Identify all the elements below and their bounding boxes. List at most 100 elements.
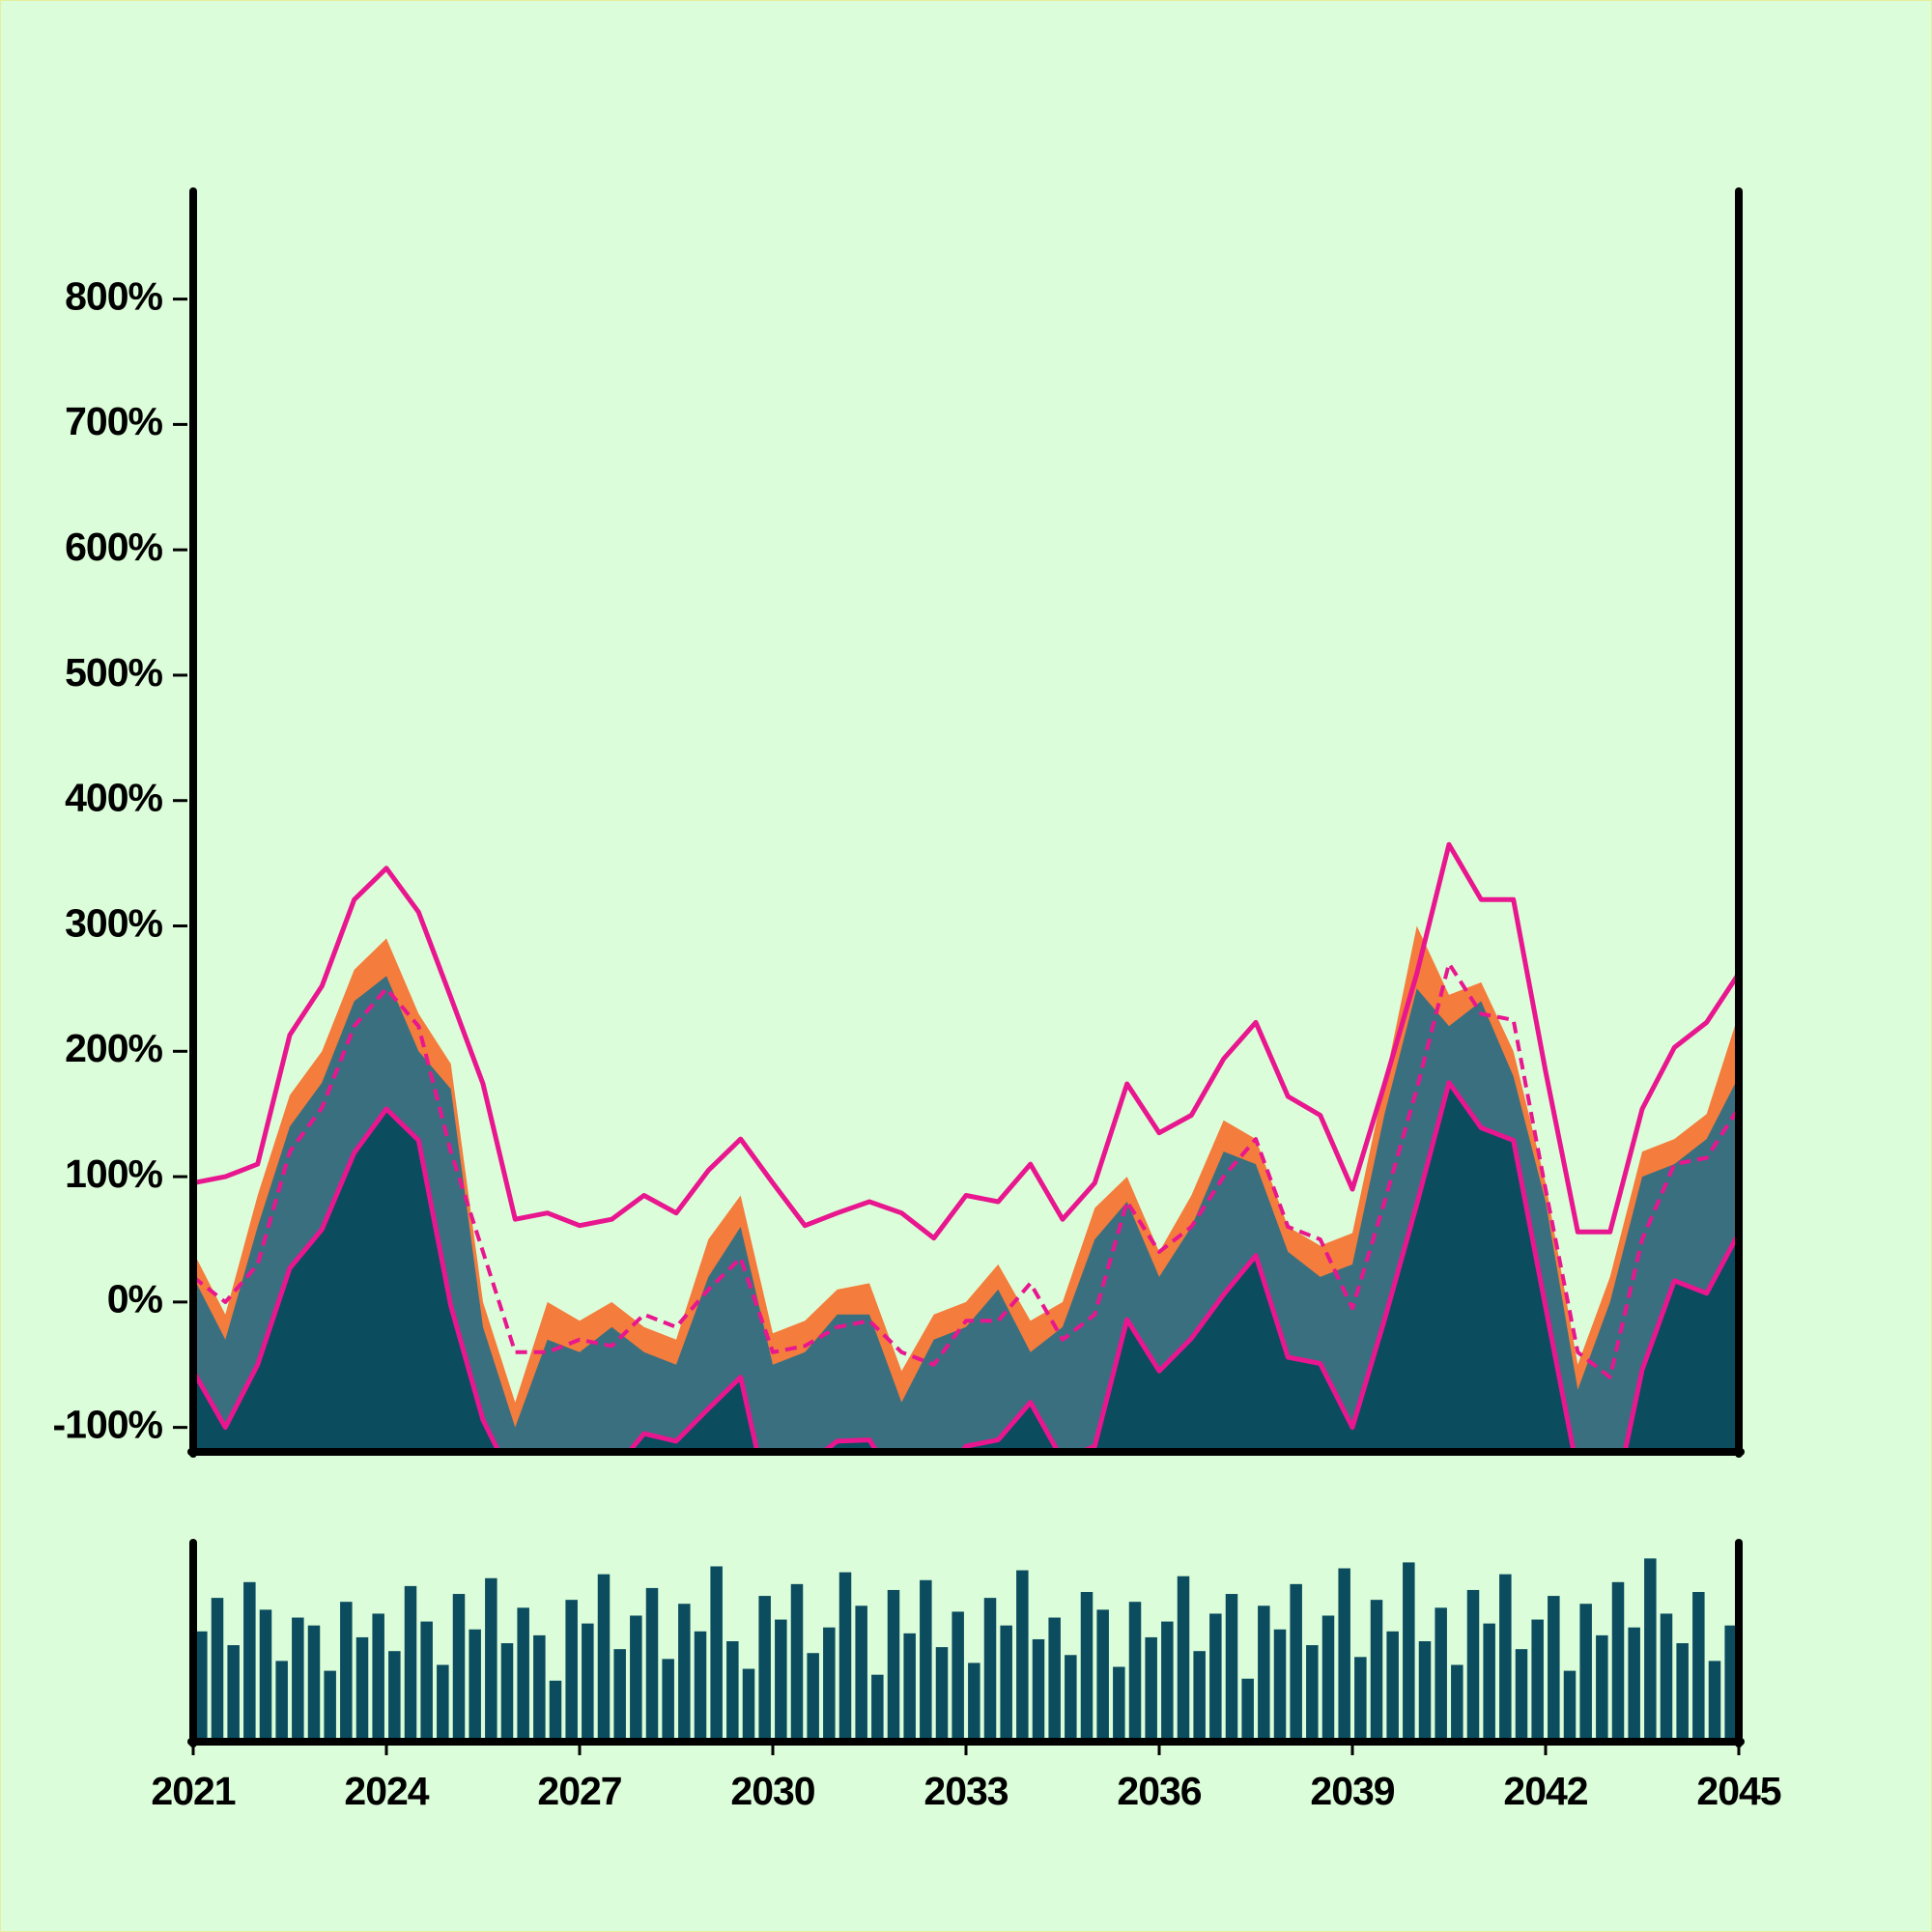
volume-bar <box>1209 1613 1222 1740</box>
band-line <box>193 1080 1739 1450</box>
volume-bar <box>1128 1602 1142 1740</box>
volume-area <box>195 1558 1737 1740</box>
volume-bar <box>1321 1615 1335 1740</box>
volume-bar <box>1435 1607 1447 1740</box>
volume-bar <box>324 1670 336 1740</box>
volume-bar <box>1548 1596 1560 1740</box>
volume-bar <box>613 1649 626 1740</box>
x-tick-label: 2033 <box>923 1769 1008 1813</box>
volume-bar <box>1403 1562 1415 1740</box>
volume-bar <box>1611 1581 1625 1740</box>
volume-bar <box>1354 1657 1367 1740</box>
y-tick-label: 200% <box>65 1026 162 1070</box>
volume-bar <box>355 1636 369 1740</box>
volume-bar <box>903 1633 916 1740</box>
y-tick-label: 400% <box>65 776 162 820</box>
volume-bar <box>630 1615 642 1740</box>
volume-bar <box>469 1629 481 1740</box>
volume-bar <box>1724 1625 1737 1740</box>
x-tick-label: 2027 <box>537 1769 621 1813</box>
volume-bar <box>1370 1600 1383 1740</box>
volume-bar <box>1483 1623 1495 1740</box>
x-tick-label: 2045 <box>1696 1769 1780 1813</box>
volume-bar <box>1241 1678 1254 1740</box>
volume-bar <box>1225 1594 1238 1740</box>
volume-bar <box>1338 1568 1350 1740</box>
volume-bar <box>662 1659 674 1740</box>
volume-bar <box>807 1653 819 1740</box>
x-tick-label: 2024 <box>344 1769 429 1813</box>
volume-bar <box>775 1619 787 1740</box>
volume-bar <box>1531 1619 1544 1740</box>
volume-bar <box>790 1583 804 1740</box>
volume-bar <box>1032 1638 1045 1740</box>
volume-bar <box>517 1607 529 1740</box>
volume-bar <box>1273 1629 1287 1740</box>
volume-bar <box>1596 1634 1608 1740</box>
volume-bar <box>549 1680 562 1740</box>
volume-bar <box>887 1589 900 1740</box>
y-tick-label: 800% <box>65 273 162 318</box>
volume-bar <box>404 1585 417 1740</box>
volume-bar <box>758 1596 771 1740</box>
volume-bar <box>1644 1558 1657 1740</box>
volume-bar <box>597 1574 611 1740</box>
x-tick-label: 2030 <box>730 1769 814 1813</box>
plot-area <box>193 841 1739 1450</box>
volume-bar <box>1515 1649 1528 1740</box>
volume-bar <box>307 1625 321 1740</box>
volume-bar <box>195 1631 208 1740</box>
volume-bar <box>1290 1583 1302 1740</box>
volume-bar <box>1113 1666 1125 1740</box>
band-line <box>193 841 1739 1241</box>
volume-bar <box>871 1674 884 1740</box>
volume-bar <box>1418 1641 1432 1740</box>
volume-bar <box>952 1611 964 1740</box>
volume-bar <box>1193 1651 1206 1740</box>
volume-bar <box>211 1598 224 1740</box>
y-tick-label: 500% <box>65 650 162 695</box>
volume-bar <box>1692 1592 1705 1740</box>
volume-bar <box>565 1600 578 1740</box>
volume-bar <box>1466 1589 1480 1740</box>
volume-bar <box>227 1645 240 1740</box>
volume-bar <box>1306 1645 1319 1740</box>
volume-bar <box>1386 1631 1399 1740</box>
volume-bar <box>437 1664 449 1740</box>
volume-bar <box>292 1617 304 1740</box>
volume-bar <box>1145 1636 1157 1740</box>
volume-bar <box>1048 1617 1061 1740</box>
volume-bar <box>920 1579 932 1740</box>
volume-bar <box>582 1623 594 1740</box>
y-tick-label: -100% <box>52 1402 162 1446</box>
y-tick-label: 300% <box>65 900 162 945</box>
volume-bar <box>742 1668 755 1740</box>
volume-bar <box>372 1613 384 1740</box>
volume-bar <box>710 1566 723 1740</box>
volume-bar <box>935 1647 949 1740</box>
volume-bar <box>275 1661 288 1740</box>
area <box>193 976 1739 1450</box>
x-tick-label: 2039 <box>1310 1769 1394 1813</box>
volume-bar <box>1016 1570 1029 1740</box>
y-tick-label: 0% <box>107 1277 163 1321</box>
volume-bar <box>968 1662 980 1740</box>
volume-bar <box>645 1587 659 1740</box>
volume-bar <box>500 1643 514 1740</box>
y-tick-label: 600% <box>65 525 162 569</box>
volume-bar <box>694 1631 707 1740</box>
volume-bar <box>1080 1592 1094 1740</box>
volume-bar <box>983 1598 997 1740</box>
volume-bar <box>243 1581 256 1740</box>
volume-bar <box>838 1572 852 1740</box>
volume-bar <box>1563 1670 1577 1740</box>
volume-bar <box>1000 1625 1012 1740</box>
volume-bar <box>1628 1627 1640 1740</box>
volume-bar <box>1451 1664 1463 1740</box>
volume-bar <box>1161 1621 1174 1740</box>
volume-bar <box>1676 1643 1689 1740</box>
volume-bar <box>340 1602 353 1740</box>
volume-bar <box>855 1605 867 1740</box>
